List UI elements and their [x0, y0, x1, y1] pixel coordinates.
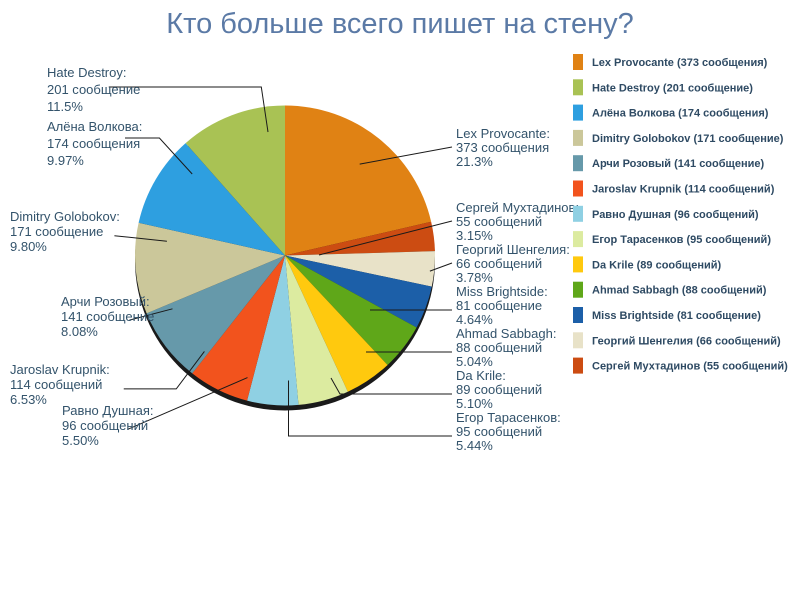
- svg-text:Lex Provocante:: Lex Provocante:: [456, 126, 550, 141]
- svg-text:11.5%: 11.5%: [47, 99, 83, 114]
- svg-text:89 сообщений: 89 сообщений: [456, 382, 542, 397]
- svg-text:21.3%: 21.3%: [456, 154, 493, 169]
- svg-text:6.53%: 6.53%: [10, 392, 47, 407]
- svg-text:Сергей Мухтадинов:: Сергей Мухтадинов:: [456, 200, 579, 215]
- svg-text:88 сообщений: 88 сообщений: [456, 340, 542, 355]
- svg-text:8.08%: 8.08%: [61, 324, 98, 339]
- svg-text:66 сообщений: 66 сообщений: [456, 256, 542, 271]
- svg-text:Арчи Розовый:: Арчи Розовый:: [61, 294, 150, 309]
- svg-text:Miss Brightside (81 сообщение): Miss Brightside (81 сообщение): [592, 310, 761, 322]
- svg-text:Miss Brightside:: Miss Brightside:: [456, 284, 548, 299]
- svg-text:141 сообщение: 141 сообщение: [61, 309, 154, 324]
- svg-text:96 сообщений: 96 сообщений: [62, 418, 148, 433]
- svg-text:Hate Destroy (201 сообщение): Hate Destroy (201 сообщение): [592, 82, 753, 94]
- svg-text:171 сообщение: 171 сообщение: [10, 224, 103, 239]
- svg-text:Ahmad Sabbagh (88 сообщений): Ahmad Sabbagh (88 сообщений): [592, 285, 767, 297]
- svg-text:Егор Тарасенков (95 сообщений): Егор Тарасенков (95 сообщений): [592, 234, 771, 246]
- svg-text:81 сообщение: 81 сообщение: [456, 298, 542, 313]
- svg-text:55 сообщений: 55 сообщений: [456, 214, 542, 229]
- svg-text:95 сообщений: 95 сообщений: [456, 424, 542, 439]
- svg-text:Георгий Шенгелия (66 сообщений: Георгий Шенгелия (66 сообщений): [592, 335, 781, 347]
- svg-text:3.15%: 3.15%: [456, 228, 493, 243]
- svg-text:Сергей Мухтадинов (55 сообщени: Сергей Мухтадинов (55 сообщений): [592, 361, 788, 373]
- svg-text:Da Krile:: Da Krile:: [456, 368, 506, 383]
- svg-text:Lex Provocante (373 сообщения): Lex Provocante (373 сообщения): [592, 57, 768, 69]
- svg-text:Dimitry Golobokov:: Dimitry Golobokov:: [10, 209, 120, 224]
- svg-text:9.80%: 9.80%: [10, 239, 47, 254]
- svg-text:201 сообщение: 201 сообщение: [47, 82, 140, 97]
- svg-text:Hate Destroy:: Hate Destroy:: [47, 65, 126, 80]
- svg-text:5.10%: 5.10%: [456, 396, 493, 411]
- svg-text:114 сообщений: 114 сообщений: [10, 377, 102, 392]
- svg-text:Ahmad Sabbagh:: Ahmad Sabbagh:: [456, 326, 556, 341]
- svg-text:Егор Тарасенков:: Егор Тарасенков:: [456, 410, 561, 425]
- svg-text:Da Krile (89 сообщений): Da Krile (89 сообщений): [592, 259, 722, 271]
- svg-text:Равно Душная (96 сообщений): Равно Душная (96 сообщений): [592, 209, 759, 221]
- svg-text:4.64%: 4.64%: [456, 312, 493, 327]
- svg-text:9.97%: 9.97%: [47, 153, 84, 168]
- svg-text:Jaroslav Krupnik (114 сообщени: Jaroslav Krupnik (114 сообщений): [592, 184, 775, 196]
- svg-text:Равно Душная:: Равно Душная:: [62, 403, 153, 418]
- svg-text:Арчи Розовый (141 сообщение): Арчи Розовый (141 сообщение): [592, 158, 764, 170]
- svg-text:5.04%: 5.04%: [456, 354, 493, 369]
- svg-text:5.50%: 5.50%: [62, 433, 99, 448]
- svg-text:5.44%: 5.44%: [456, 438, 493, 453]
- svg-text:Георгий Шенгелия:: Георгий Шенгелия:: [456, 242, 570, 257]
- svg-text:3.78%: 3.78%: [456, 270, 493, 285]
- svg-text:Алёна Волкова (174 сообщения): Алёна Волкова (174 сообщения): [592, 108, 769, 120]
- svg-text:373 сообщения: 373 сообщения: [456, 140, 549, 155]
- svg-text:Jaroslav Krupnik:: Jaroslav Krupnik:: [10, 362, 110, 377]
- svg-text:174 сообщения: 174 сообщения: [47, 136, 140, 151]
- svg-text:Алёна Волкова:: Алёна Волкова:: [47, 119, 142, 134]
- svg-text:Dimitry Golobokov (171 сообщен: Dimitry Golobokov (171 сообщение): [592, 133, 784, 145]
